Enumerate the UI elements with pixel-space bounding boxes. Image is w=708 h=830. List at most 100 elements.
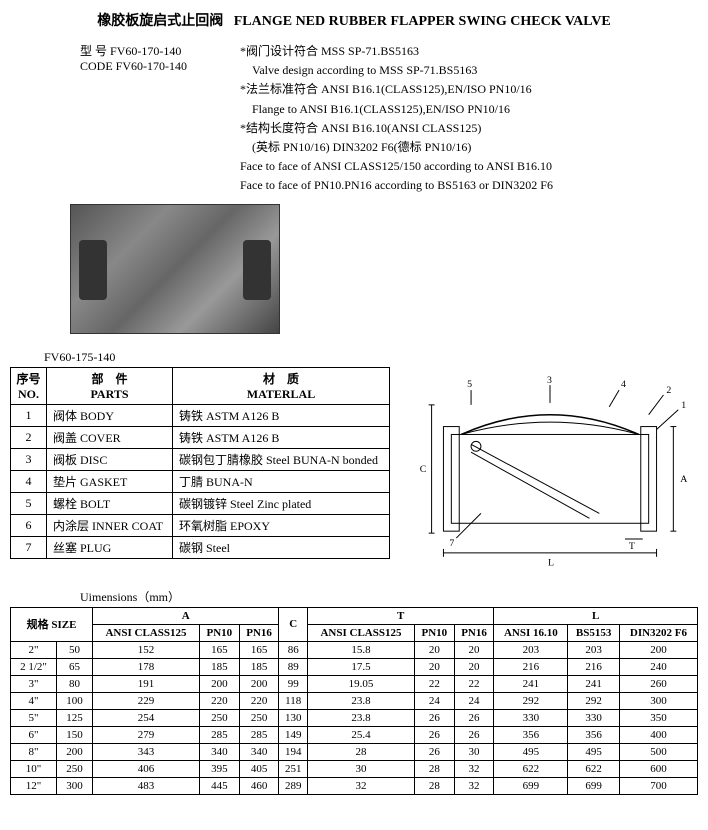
spec-line: *结构长度符合 ANSI B16.10(ANSI CLASS125) xyxy=(240,119,698,138)
dims-l: 622 xyxy=(568,760,620,777)
dims-t: 26 xyxy=(454,709,494,726)
dims-t: 20 xyxy=(454,658,494,675)
dims-row: 8"200343340340194282630495495500 xyxy=(11,743,698,760)
parts-row: 1阀体 BODY铸铁 ASTM A126 B xyxy=(11,404,390,426)
dims-size-mm: 80 xyxy=(57,675,93,692)
dims-caption: Uimensions（mm） xyxy=(80,588,698,605)
dims-size-mm: 65 xyxy=(57,658,93,675)
dims-t: 25.4 xyxy=(307,726,414,743)
dims-t: 15.8 xyxy=(307,641,414,658)
spec-line: (英标 PN10/16) DIN3202 F6(德标 PN10/16) xyxy=(240,138,698,157)
dims-size-in: 3" xyxy=(11,675,57,692)
svg-text:7: 7 xyxy=(449,537,454,548)
parts-part: 垫片 GASKET xyxy=(47,470,173,492)
dims-l: 260 xyxy=(619,675,697,692)
model-value-2: FV60-170-140 xyxy=(116,59,187,73)
dims-size-mm: 125 xyxy=(57,709,93,726)
dims-row: 5"12525425025013023.82626330330350 xyxy=(11,709,698,726)
model-value-1: FV60-170-140 xyxy=(110,44,181,58)
dims-h-l0: ANSI 16.10 xyxy=(494,624,568,641)
dims-row: 2 1/2"651781851858917.52020216216240 xyxy=(11,658,698,675)
parts-part: 阀体 BODY xyxy=(47,404,173,426)
dims-l: 241 xyxy=(494,675,568,692)
parts-no: 4 xyxy=(11,470,47,492)
dims-t: 22 xyxy=(454,675,494,692)
dims-h-t2: PN16 xyxy=(454,624,494,641)
dims-t: 32 xyxy=(454,777,494,794)
dims-l: 330 xyxy=(494,709,568,726)
dims-t: 19.05 xyxy=(307,675,414,692)
dims-l: 216 xyxy=(568,658,620,675)
parts-material: 碳钢包丁腈橡胶 Steel BUNA-N bonded xyxy=(173,448,390,470)
dims-row: 6"15027928528514925.42626356356400 xyxy=(11,726,698,743)
spec-line: Valve design according to MSS SP-71.BS51… xyxy=(240,61,698,80)
dims-c: 99 xyxy=(279,675,308,692)
svg-text:4: 4 xyxy=(621,379,626,390)
spec-line: *法兰标准符合 ANSI B16.1(CLASS125),EN/ISO PN10… xyxy=(240,80,698,99)
spec-lines: *阀门设计符合 MSS SP-71.BS5163 Valve design ac… xyxy=(240,42,698,196)
dims-h-a: A xyxy=(93,607,279,624)
dims-c: 289 xyxy=(279,777,308,794)
dims-c: 194 xyxy=(279,743,308,760)
dims-t: 26 xyxy=(414,726,454,743)
model-block: 型 号 FV60-170-140 CODE FV60-170-140 xyxy=(10,42,240,196)
dims-a: 340 xyxy=(239,743,279,760)
dims-size-in: 8" xyxy=(11,743,57,760)
dims-t: 28 xyxy=(414,760,454,777)
dims-size-in: 4" xyxy=(11,692,57,709)
dims-a: 250 xyxy=(239,709,279,726)
dims-row: 2"501521651658615.82020203203200 xyxy=(11,641,698,658)
parts-no: 3 xyxy=(11,448,47,470)
dims-h-c: C xyxy=(279,607,308,641)
dims-t: 20 xyxy=(454,641,494,658)
dims-a: 191 xyxy=(93,675,200,692)
title-en: FLANGE NED RUBBER FLAPPER SWING CHECK VA… xyxy=(234,14,611,29)
dims-h-t1: PN10 xyxy=(414,624,454,641)
parts-material: 碳钢镀锌 Steel Zinc plated xyxy=(173,492,390,514)
dims-l: 203 xyxy=(494,641,568,658)
dims-t: 32 xyxy=(307,777,414,794)
dims-size-mm: 200 xyxy=(57,743,93,760)
product-photo xyxy=(70,204,280,334)
dims-a: 460 xyxy=(239,777,279,794)
dims-t: 22 xyxy=(414,675,454,692)
dims-l: 350 xyxy=(619,709,697,726)
svg-text:2: 2 xyxy=(666,385,671,396)
dims-a: 445 xyxy=(199,777,239,794)
dims-l: 356 xyxy=(494,726,568,743)
parts-no: 5 xyxy=(11,492,47,514)
dims-a: 178 xyxy=(93,658,200,675)
dims-l: 292 xyxy=(568,692,620,709)
parts-row: 7丝塞 PLUG碳钢 Steel xyxy=(11,536,390,558)
dims-t: 26 xyxy=(414,709,454,726)
dims-row: 12"300483445460289322832699699700 xyxy=(11,777,698,794)
dims-l: 241 xyxy=(568,675,620,692)
dims-a: 185 xyxy=(239,658,279,675)
dims-c: 118 xyxy=(279,692,308,709)
dims-a: 165 xyxy=(239,641,279,658)
dims-l: 495 xyxy=(494,743,568,760)
dims-a: 220 xyxy=(199,692,239,709)
dims-a: 483 xyxy=(93,777,200,794)
svg-text:3: 3 xyxy=(547,375,552,386)
spec-line: Flange to ANSI B16.1(CLASS125),EN/ISO PN… xyxy=(240,100,698,119)
dims-size-in: 10" xyxy=(11,760,57,777)
dims-a: 405 xyxy=(239,760,279,777)
dims-size-in: 6" xyxy=(11,726,57,743)
dims-a: 200 xyxy=(199,675,239,692)
dims-l: 330 xyxy=(568,709,620,726)
dims-l: 699 xyxy=(568,777,620,794)
dims-l: 300 xyxy=(619,692,697,709)
dims-a: 285 xyxy=(199,726,239,743)
dims-t: 32 xyxy=(454,760,494,777)
svg-text:T: T xyxy=(629,540,635,551)
dims-a: 200 xyxy=(239,675,279,692)
parts-part: 丝塞 PLUG xyxy=(47,536,173,558)
parts-material: 铸铁 ASTM A126 B xyxy=(173,426,390,448)
parts-row: 3阀板 DISC碳钢包丁腈橡胶 Steel BUNA-N bonded xyxy=(11,448,390,470)
dims-c: 89 xyxy=(279,658,308,675)
dims-row: 3"801912002009919.052222241241260 xyxy=(11,675,698,692)
dims-a: 343 xyxy=(93,743,200,760)
parts-h-part: 部 件 PARTS xyxy=(47,367,173,404)
parts-no: 1 xyxy=(11,404,47,426)
